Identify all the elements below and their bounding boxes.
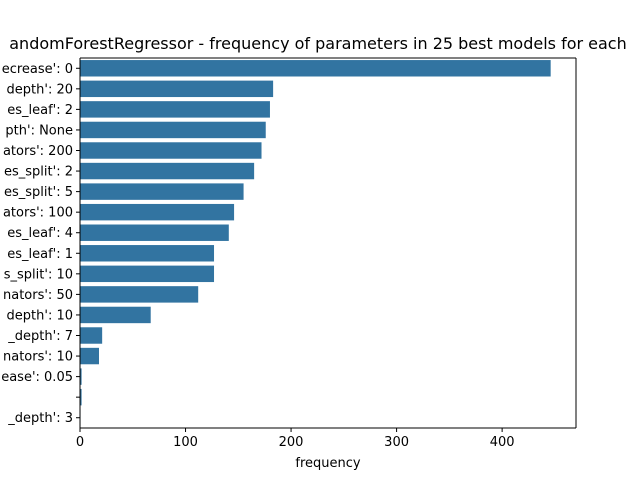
y-tick-label-6: es_split': 5 [4, 185, 73, 200]
axes-spines [79, 57, 577, 429]
y-tick-label-7: ators': 100 [3, 206, 73, 221]
x-tick-label-0: 0 [76, 435, 84, 450]
y-tick-label-15: ease': 0.05 [1, 370, 73, 385]
y-tick-label-4: ators': 200 [3, 144, 73, 159]
bar-2 [80, 101, 270, 118]
y-tick-label-12: depth': 10 [7, 308, 73, 323]
x-tick-label-3: 300 [384, 435, 409, 450]
y-tick-label-17: _depth': 3 [7, 411, 73, 426]
y-tick-label-5: es_split': 2 [4, 165, 73, 180]
y-tick-label-2: es_leaf': 2 [7, 103, 73, 118]
y-tick-label-3: pth': None [5, 123, 73, 138]
bar-15 [80, 368, 82, 385]
x-ticks: 0 100 200 300 400 [76, 428, 515, 450]
y-tick-labels: ecrease': 0 depth': 20 es_leaf': 2 pth': No… [1, 62, 80, 426]
bar-0 [80, 60, 551, 77]
bar-12 [80, 306, 151, 324]
x-tick-label-1: 100 [173, 435, 198, 450]
bar-1 [80, 80, 274, 98]
bar-16 [80, 388, 82, 406]
y-tick-label-13: _depth': 7 [7, 329, 73, 344]
bar-11 [80, 286, 199, 303]
bar-7 [80, 203, 235, 221]
bar-10 [80, 265, 215, 283]
bar-6 [80, 183, 244, 200]
y-tick-label-9: es_leaf': 1 [7, 247, 73, 262]
bar-13 [80, 327, 103, 344]
x-axis-label: frequency [295, 456, 361, 471]
bars-group [80, 60, 551, 426]
bar-8 [80, 224, 229, 241]
bar-14 [80, 347, 99, 365]
x-tick-label-2: 200 [279, 435, 304, 450]
y-tick-label-11: nators': 50 [3, 288, 73, 303]
chart-title: andomForestRegressor - frequency of para… [9, 34, 627, 53]
x-tick-label-4: 400 [490, 435, 515, 450]
y-tick-label-8: es_leaf': 4 [7, 226, 73, 241]
y-tick-label-0: ecrease': 0 [2, 62, 73, 77]
bar-3 [80, 121, 266, 139]
y-tick-label-14: nators': 10 [3, 350, 73, 365]
bar-4 [80, 142, 262, 159]
bar-5 [80, 162, 255, 180]
y-tick-label-10: s_split': 10 [4, 267, 73, 282]
bar-9 [80, 245, 215, 262]
y-tick-label-1: depth': 20 [7, 82, 73, 97]
